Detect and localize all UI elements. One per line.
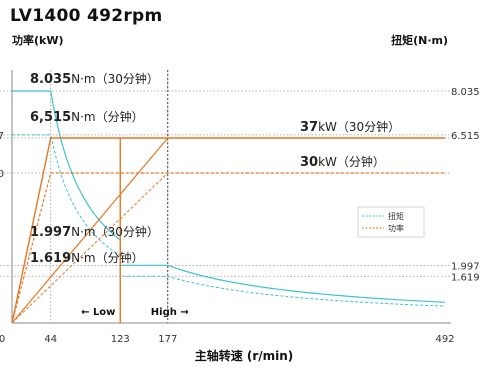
- annotation-value: 1.997: [30, 225, 71, 240]
- power-series-30min: [11, 137, 445, 324]
- right-tick-label: 8.035: [451, 87, 480, 98]
- annotation-unit: N·m（分钟）: [71, 250, 143, 265]
- series-lines: [11, 90, 446, 324]
- annotation-label: 1.619N·m（分钟）: [30, 250, 144, 266]
- annotation-unit: N·m（30分钟）: [71, 224, 159, 239]
- power-ramp-high-30min: [11, 137, 169, 324]
- x-tick-label: 492: [435, 334, 454, 345]
- annotation-label: 30kW（分钟）: [300, 154, 385, 170]
- power-ramp-high-cont: [11, 172, 169, 324]
- y-axis-label-right: 扭矩(N·m): [391, 34, 448, 47]
- x-tick-label: 177: [158, 334, 177, 345]
- right-tick-label: 6.515: [451, 131, 480, 142]
- annotation-label: 6,515N·m（分钟）: [30, 109, 144, 125]
- power-series-cont: [11, 172, 445, 324]
- left-tick-label: 0: [0, 169, 4, 180]
- annotation-unit: kW（30分钟）: [318, 119, 400, 134]
- annotation-unit: kW（分钟）: [318, 154, 385, 169]
- x-tick-label: 0: [0, 334, 5, 345]
- chart-labels: 0 44 123 177 4928.0356.5151.9971.619708.035N…: [0, 71, 480, 363]
- right-tick-label: 1.997: [451, 261, 480, 272]
- annotation-label: 1.997N·m（30分钟）: [30, 224, 159, 240]
- range-label-high: High →: [151, 307, 189, 318]
- legend-box: [357, 206, 425, 238]
- range-label-low: ← Low: [81, 307, 115, 318]
- annotation-value: 30: [300, 155, 318, 170]
- annotation-label: 8.035N·m（30分钟）: [30, 71, 159, 87]
- axes: [11, 70, 451, 324]
- left-tick-label: 7: [0, 131, 4, 142]
- x-tick-label: 123: [111, 334, 130, 345]
- chart-title: LV1400 492rpm: [10, 6, 163, 26]
- legend-label: 功率: [388, 223, 404, 233]
- x-tick-label: 44: [44, 334, 57, 345]
- right-tick-label: 1.619: [451, 272, 480, 283]
- annotation-value: 6,515: [30, 110, 71, 125]
- annotation-value: 1.619: [30, 251, 71, 266]
- legend-label: 扭矩: [388, 211, 404, 221]
- y-axis-label-left: 功率(kW): [12, 34, 64, 47]
- annotation-unit: N·m（30分钟）: [71, 71, 159, 86]
- annotation-unit: N·m（分钟）: [71, 109, 143, 124]
- annotation-value: 8.035: [30, 72, 71, 87]
- x-axis-label: 主轴转速 (r/min): [195, 348, 294, 363]
- grid: [0, 70, 451, 323]
- annotation-label: 37kW（30分钟）: [300, 119, 400, 135]
- annotation-value: 37: [300, 120, 318, 135]
